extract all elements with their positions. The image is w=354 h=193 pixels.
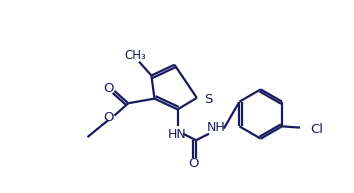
Text: O: O bbox=[188, 157, 199, 170]
Text: O: O bbox=[103, 111, 114, 124]
Text: Cl: Cl bbox=[310, 123, 323, 136]
Text: O: O bbox=[103, 82, 114, 95]
Text: S: S bbox=[204, 93, 212, 106]
Text: NH: NH bbox=[207, 121, 225, 134]
Text: CH₃: CH₃ bbox=[124, 49, 146, 62]
Text: HN: HN bbox=[168, 128, 187, 141]
